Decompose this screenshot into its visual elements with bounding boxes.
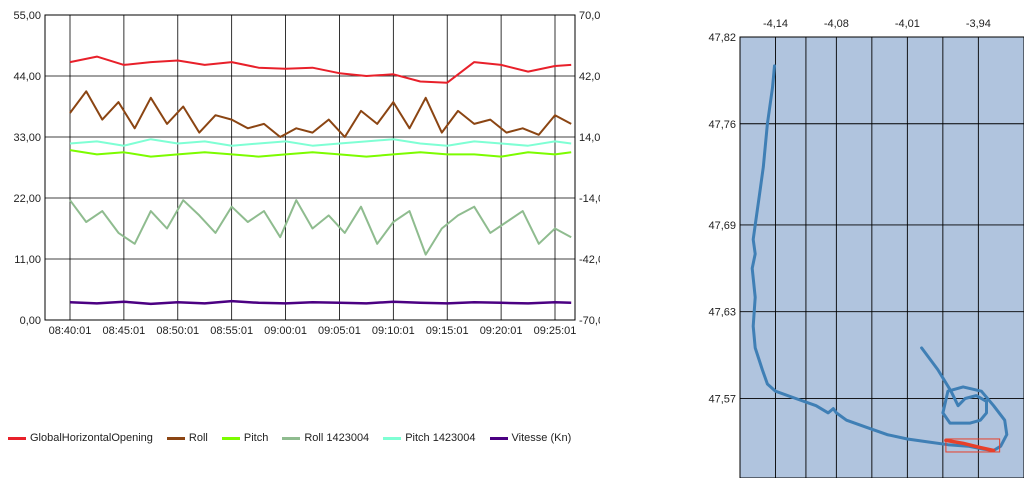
legend-label: Vitesse (Kn) <box>511 432 572 444</box>
legend-item: Pitch <box>221 432 269 444</box>
legend-item: Pitch 1423004 <box>383 432 476 444</box>
legend-label: Pitch 1423004 <box>405 432 476 444</box>
series-line-vitesse-kn- <box>69 299 572 306</box>
time-series-chart: 0,00 11,00 22,00 33,00 44,00 55,00 -70,00 -42,0… <box>13 10 600 337</box>
series-line-globalhorizontalopening <box>69 55 572 84</box>
selection-rectangle <box>945 438 1001 453</box>
x-tick-label: 09:10:01 <box>372 325 415 337</box>
x-tick-label: 09:00:01 <box>264 325 307 337</box>
map-x-tick-label: -4,14 <box>763 18 788 30</box>
legend-swatch <box>221 436 240 440</box>
legend-item: Roll <box>166 432 208 444</box>
legend: GlobalHorizontalOpening Roll Pitch Roll 142… <box>8 432 571 444</box>
legend-label: Pitch <box>243 432 269 444</box>
x-tick-label: 08:45:01 <box>102 325 145 337</box>
series-line-roll <box>69 90 572 138</box>
map-y-tick-label: 47,57 <box>708 393 736 405</box>
legend-swatch <box>282 436 301 440</box>
plot-area <box>44 14 576 321</box>
map-area <box>739 36 1024 478</box>
map-y-tick-label: 47,82 <box>708 32 736 44</box>
map-x-tick-label: -4,08 <box>824 18 849 30</box>
y-right-tick-label: -42,00 <box>579 254 600 266</box>
map-y-tick-label: 47,63 <box>708 307 736 319</box>
y-left-tick-label: 33,00 <box>13 132 41 144</box>
series-line-pitch <box>69 149 572 158</box>
series-line-pitch-1423004 <box>69 138 572 147</box>
map-y-tick-label: 47,69 <box>708 220 736 232</box>
x-tick-label: 09:15:01 <box>426 325 469 337</box>
series-line-roll-1423004 <box>69 199 572 256</box>
legend-swatch <box>383 436 402 440</box>
y-right-tick-label: 42,00 <box>579 71 600 83</box>
legend-swatch <box>166 436 185 440</box>
legend-label: Roll 1423004 <box>304 432 370 444</box>
track-line <box>750 64 1009 452</box>
x-tick-label: 08:55:01 <box>210 325 253 337</box>
x-tick-label: 08:50:01 <box>156 325 199 337</box>
y-left-tick-label: 11,00 <box>14 254 41 266</box>
legend-swatch <box>489 436 508 440</box>
legend-item: Vitesse (Kn) <box>489 432 572 444</box>
map-x-tick-label: -3,94 <box>966 18 991 30</box>
highlighted-track-segment <box>944 438 996 453</box>
legend-label: GlobalHorizontalOpening <box>30 432 153 444</box>
legend-item: Roll 1423004 <box>282 432 369 444</box>
y-right-tick-label: 14,00 <box>579 132 600 144</box>
legend-item: GlobalHorizontalOpening <box>8 432 153 444</box>
x-tick-label: 08:40:01 <box>49 325 92 337</box>
legend-label: Roll <box>188 432 208 444</box>
y-left-tick-label: 44,00 <box>13 71 41 83</box>
y-right-tick-label: 70,00 <box>579 10 600 22</box>
x-tick-label: 09:20:01 <box>480 325 523 337</box>
y-left-tick-label: 55,00 <box>13 10 41 22</box>
map-y-tick-label: 47,76 <box>708 119 736 131</box>
x-tick-label: 09:05:01 <box>318 325 361 337</box>
y-right-tick-label: -70,00 <box>579 315 600 327</box>
map-x-tick-label: -4,01 <box>895 18 920 30</box>
x-tick-label: 09:25:01 <box>534 325 577 337</box>
y-right-tick-label: -14,00 <box>579 193 600 205</box>
y-left-tick-label: 0,00 <box>20 315 41 327</box>
legend-swatch <box>8 436 26 440</box>
y-left-tick-label: 22,00 <box>13 193 41 205</box>
track-map-chart: 47,82 47,76 47,69 47,63 47,57 -4,14 -4,08 -4,01… <box>708 18 1024 478</box>
